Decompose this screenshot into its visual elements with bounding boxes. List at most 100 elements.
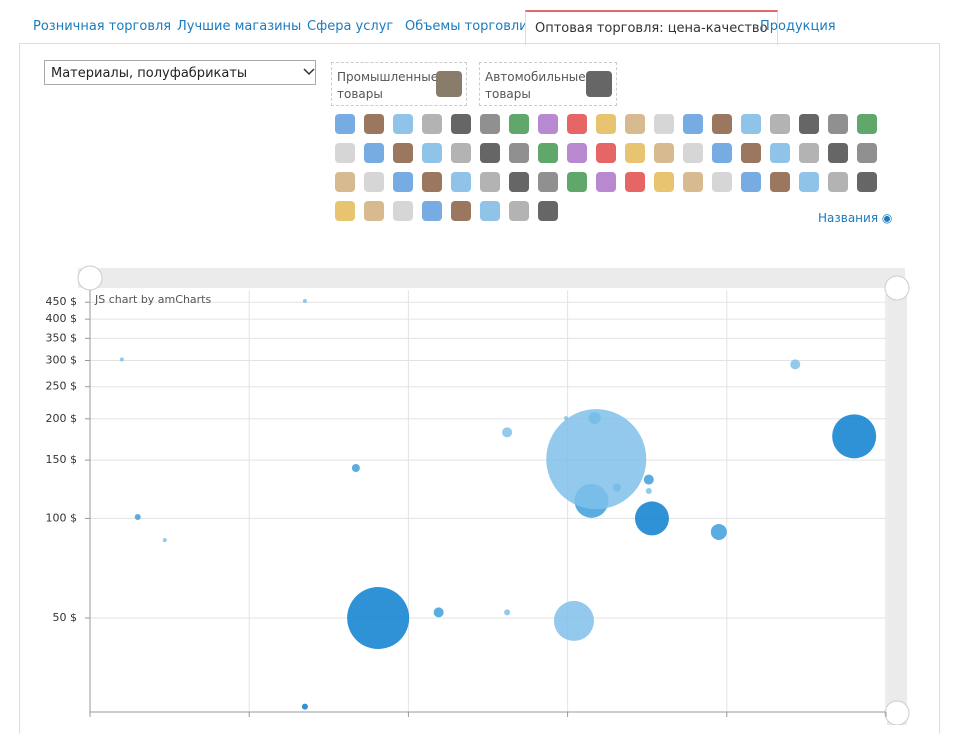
tab[interactable]: Продукция [760,19,836,34]
product-icon[interactable] [451,172,471,192]
product-icon[interactable] [596,114,616,134]
product-icon[interactable] [538,201,558,221]
product-icon[interactable] [567,172,587,192]
bubble [502,427,513,438]
product-icon[interactable] [857,143,877,163]
bubble [351,464,360,473]
scroll-handle[interactable] [884,275,910,301]
product-icon[interactable] [364,114,384,134]
category-select[interactable]: Материалы, полуфабрикаты [44,60,316,85]
product-icon[interactable] [538,172,558,192]
product-icon[interactable] [538,114,558,134]
category-label: Автомобильные товары [485,70,586,101]
product-icon[interactable] [335,114,355,134]
bubble [790,359,801,370]
product-icon[interactable] [712,114,732,134]
product-icon[interactable] [741,114,761,134]
product-icon[interactable] [799,114,819,134]
product-icon[interactable] [683,114,703,134]
product-icon[interactable] [451,114,471,134]
bubble [162,538,167,543]
product-icon[interactable] [509,172,529,192]
product-icon[interactable] [480,143,500,163]
names-toggle[interactable]: Названия ◉ [818,211,893,225]
product-icon[interactable] [683,143,703,163]
y-tick-label: 400 $ [46,312,78,325]
product-icon[interactable] [770,143,790,163]
scroll-handle[interactable] [77,265,103,291]
product-icon[interactable] [422,114,442,134]
tab[interactable]: Оптовая торговля: цена-качество [525,10,778,46]
product-icon[interactable] [828,143,848,163]
tab[interactable]: Объемы торговли [405,19,528,34]
product-icon[interactable] [509,143,529,163]
y-tick-label: 450 $ [46,295,78,308]
product-icon[interactable] [654,143,674,163]
bubble [643,474,654,485]
product-icon[interactable] [393,201,413,221]
product-icon[interactable] [567,114,587,134]
product-icon[interactable] [335,143,355,163]
product-icon[interactable] [451,143,471,163]
product-icon[interactable] [625,143,645,163]
product-icon[interactable] [799,172,819,192]
y-tick-label: 150 $ [46,453,78,466]
product-icon[interactable] [567,143,587,163]
product-icon[interactable] [480,114,500,134]
product-icon[interactable] [799,143,819,163]
product-icon[interactable] [364,201,384,221]
product-icon[interactable] [480,172,500,192]
y-tick-label: 100 $ [46,511,78,524]
tab[interactable]: Сфера услуг [307,19,394,34]
product-icon[interactable] [625,114,645,134]
product-icon[interactable] [625,172,645,192]
product-icon[interactable] [857,114,877,134]
product-icon[interactable] [654,114,674,134]
y-tick-label: 200 $ [46,412,78,425]
product-icon[interactable] [538,143,558,163]
scrollbar-x[interactable] [78,268,905,288]
product-icon[interactable] [654,172,674,192]
category-box[interactable]: Автомобильные товары [479,62,617,106]
scrollbar-y[interactable] [887,280,907,725]
tab[interactable]: Лучшие магазины [177,19,302,34]
category-label: Промышленные товары [337,70,439,101]
product-icon[interactable] [770,114,790,134]
select-arrow [303,68,315,76]
product-icon[interactable] [393,172,413,192]
product-icon[interactable] [712,143,732,163]
product-icon[interactable] [509,114,529,134]
product-icon[interactable] [828,114,848,134]
scroll-handle[interactable] [884,700,910,725]
product-icon[interactable] [770,172,790,192]
product-icon[interactable] [422,201,442,221]
product-icon[interactable] [451,201,471,221]
product-icon[interactable] [857,172,877,192]
product-icon[interactable] [335,201,355,221]
product-icon[interactable] [422,172,442,192]
bubble [134,513,141,520]
product-icon[interactable] [364,172,384,192]
product-icon[interactable] [364,143,384,163]
y-tick-label: 50 $ [53,611,78,624]
product-icon[interactable] [828,172,848,192]
product-icon[interactable] [509,201,529,221]
product-icon[interactable] [335,172,355,192]
product-icon[interactable] [712,172,732,192]
product-icon[interactable] [422,143,442,163]
names-label: Названия [818,211,879,225]
product-icon[interactable] [741,172,761,192]
product-icon[interactable] [596,172,616,192]
tab[interactable]: Розничная торговля [33,19,172,34]
product-icon[interactable] [683,172,703,192]
y-tick-label: 300 $ [46,354,78,367]
product-icon[interactable] [480,201,500,221]
credit: JS chart by amCharts [94,293,211,306]
bubble [119,357,124,362]
category-box[interactable]: Промышленные товары [331,62,467,106]
product-icon[interactable] [741,143,761,163]
product-icon[interactable] [393,114,413,134]
product-icon[interactable] [393,143,413,163]
product-icon[interactable] [596,143,616,163]
